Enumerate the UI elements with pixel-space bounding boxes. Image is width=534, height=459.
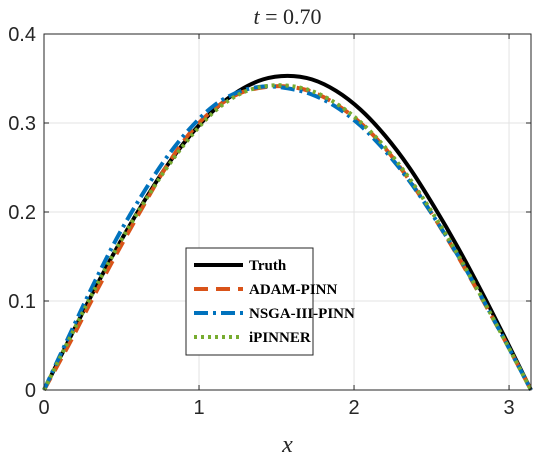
legend-label: ADAM-PINN xyxy=(249,282,337,298)
x-tick-label: 2 xyxy=(348,397,359,419)
y-tick-label: 0.2 xyxy=(8,202,36,224)
x-tick-label: 3 xyxy=(503,397,514,419)
legend-label: Truth xyxy=(249,258,287,274)
series-line-nsga-iii-pinn xyxy=(42,84,533,391)
title-value: = 0.70 xyxy=(260,4,322,29)
plot-series xyxy=(42,73,533,391)
title-variable: t xyxy=(253,4,260,29)
series-line-ipinner xyxy=(42,83,533,391)
chart-title: t = 0.70 xyxy=(253,4,321,29)
y-tick-label: 0.3 xyxy=(8,113,36,135)
y-tick-label: 0 xyxy=(25,380,36,402)
legend-label: NSGA-III-PINN xyxy=(249,306,355,322)
x-axis-label: x xyxy=(281,432,293,458)
legend-label: iPINNER xyxy=(249,330,311,346)
y-tick-label: 0.4 xyxy=(8,24,36,46)
x-tick-label: 1 xyxy=(193,397,204,419)
y-tick-label: 0.1 xyxy=(8,291,36,313)
axis-ticks: 0 1 2 3 0 0.1 0.2 0.3 0.4 xyxy=(8,24,531,419)
legend: Truth ADAM-PINN NSGA-III-PINN iPINNER xyxy=(185,247,355,356)
x-tick-label: 0 xyxy=(38,397,49,419)
series-line-truth xyxy=(42,73,533,391)
